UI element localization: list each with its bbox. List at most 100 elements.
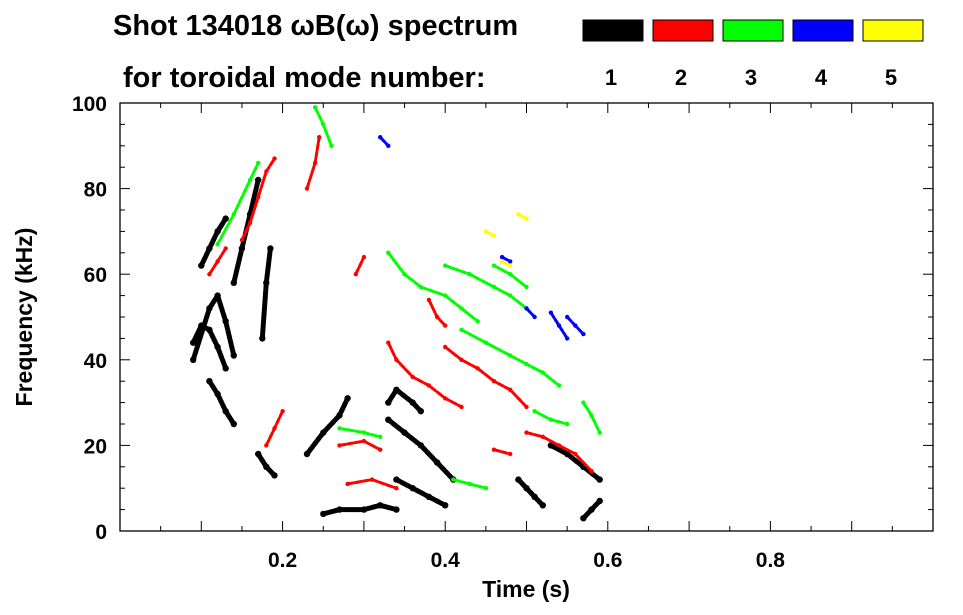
y-tick-label: 40 (84, 350, 107, 373)
mode-5-point (508, 263, 513, 268)
mode-3-point (581, 400, 586, 405)
mode-2-point (264, 169, 269, 174)
mode-5-point (524, 216, 529, 221)
mode-3-point (540, 370, 545, 375)
mode-1-point (271, 472, 278, 479)
mode-1-point (206, 245, 213, 252)
mode-3-point (524, 361, 529, 367)
mode-3-point (231, 212, 236, 217)
mode-1-point (259, 335, 266, 342)
mode-2-point (475, 366, 480, 371)
mode-1-point (190, 339, 197, 346)
mode-5-series (483, 212, 529, 268)
y-axis-title: Frequency (kHz) (11, 228, 37, 407)
legend-swatch-mode-3 (722, 19, 784, 42)
mode-1-point (303, 450, 311, 458)
mode-1-trace (385, 417, 456, 483)
mode-4-point (565, 314, 570, 320)
mode-1-point (515, 476, 522, 483)
mode-1-point (425, 493, 433, 500)
mode-1-trace (548, 442, 603, 483)
mode-1-trace (385, 387, 424, 414)
y-tick-label: 0 (95, 521, 107, 544)
mode-2-point (443, 344, 448, 350)
mode-1-point (393, 476, 400, 483)
mode-2-point (394, 486, 399, 491)
mode-2-point (426, 383, 432, 388)
mode-1-point (267, 245, 274, 252)
mode-2-point (337, 443, 342, 448)
mode-3-point (491, 263, 497, 268)
mode-1-point (190, 356, 197, 363)
mode-1-point (255, 176, 262, 184)
mode-1-point (238, 245, 246, 252)
mode-2-point (394, 357, 399, 362)
mode-3-point (337, 426, 342, 431)
mode-3-point (565, 421, 570, 427)
legend-label-mode-5: 5 (885, 65, 897, 90)
mode-1-point (596, 497, 603, 505)
mode-1-point (433, 459, 441, 466)
mode-2-point (272, 156, 277, 161)
mode-4-point (499, 254, 505, 260)
legend-label-mode-1: 1 (605, 65, 617, 90)
legend-swatch-mode-1 (582, 19, 644, 42)
mode-3-point (467, 481, 472, 487)
legend-label-mode-2: 2 (675, 65, 687, 90)
x-tick-label: 0.8 (756, 549, 786, 572)
y-tick-label: 60 (84, 264, 107, 287)
mode-2-point (573, 451, 578, 457)
mode-3-trace (216, 161, 260, 246)
mode-1-point (230, 352, 237, 359)
mode-3-point (459, 327, 464, 332)
mode-1-trace (320, 502, 399, 517)
mode-4-point (508, 259, 513, 264)
mode-3-point (247, 177, 253, 183)
mode-1-point (214, 343, 221, 351)
mode-4-point (573, 323, 578, 328)
mode-2-point (556, 443, 562, 448)
mode-3-point (508, 293, 513, 298)
mode-2-point (239, 237, 245, 243)
mode-1-point (214, 292, 221, 299)
mode-2-point (443, 396, 448, 401)
mode-1-point (442, 502, 449, 509)
mode-1-series (190, 176, 603, 522)
mode-3-point (378, 434, 383, 439)
mode-2-point (524, 404, 529, 410)
mode-4-point (532, 314, 537, 320)
mode-5-point (483, 229, 489, 234)
mode-1-point (588, 506, 595, 513)
mode-1-point (255, 450, 262, 458)
mode-3-point (467, 272, 472, 277)
mode-2-point (540, 434, 545, 439)
mode-2-point (491, 379, 497, 384)
mode-1-trace (259, 246, 273, 341)
mode-1-point (417, 408, 424, 415)
mode-3-point (508, 353, 513, 358)
mode-3-point (329, 143, 334, 148)
legend-swatch-mode-4 (792, 19, 854, 42)
mode-1-point (401, 429, 408, 436)
mode-1-point (206, 378, 213, 385)
mode-1-point (222, 215, 229, 222)
mode-1-point (222, 408, 229, 415)
mode-1-trace (206, 378, 237, 427)
y-tick-label: 20 (84, 435, 107, 458)
mode-3-point (459, 306, 464, 311)
mode-2-point (508, 451, 513, 457)
mode-3-point (556, 383, 562, 388)
mode-2-point (386, 340, 391, 345)
mode-2-point (434, 314, 440, 320)
mode-2-point (353, 272, 358, 277)
mode-2-trace (492, 448, 512, 456)
mode-1-point (222, 365, 229, 372)
legend-swatch-mode-2 (652, 19, 714, 42)
mode-3-point (589, 413, 594, 418)
mode-3-point (418, 284, 423, 290)
mode-1-point (360, 506, 368, 513)
mode-2-point (378, 447, 383, 452)
mode-2-trace (386, 341, 463, 409)
mode-2-point (207, 272, 212, 277)
mode-1-point (336, 412, 343, 419)
